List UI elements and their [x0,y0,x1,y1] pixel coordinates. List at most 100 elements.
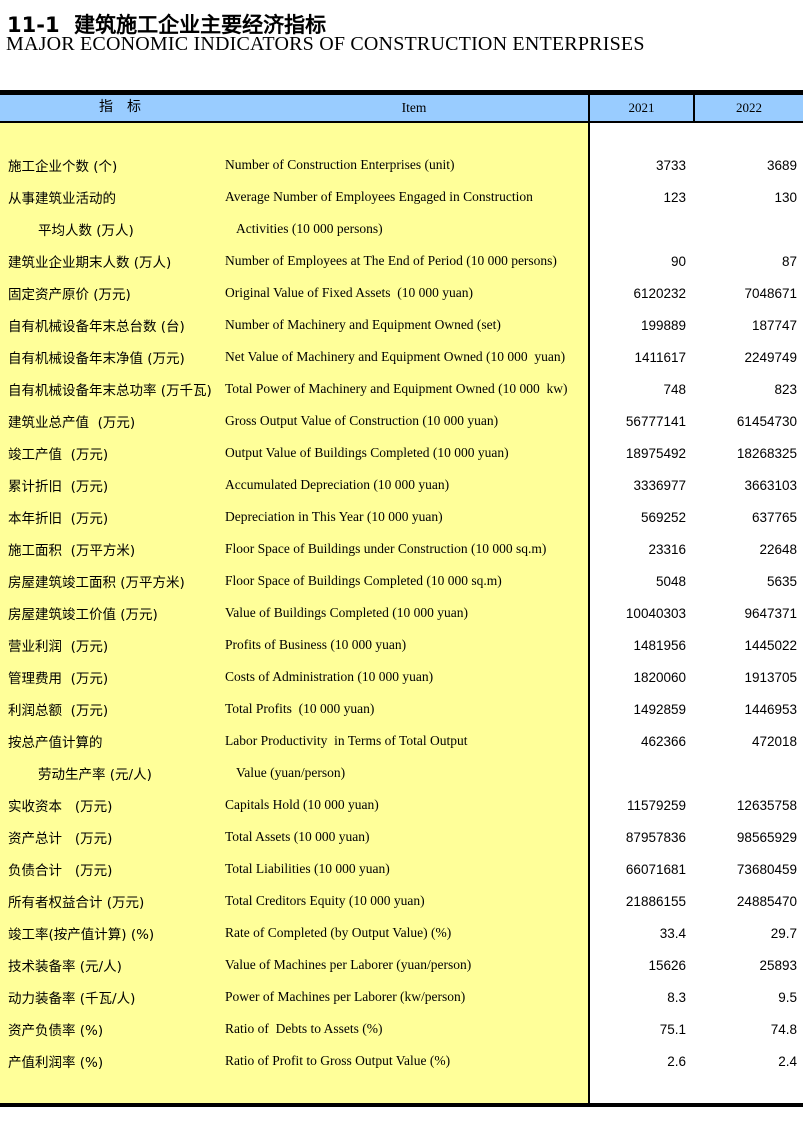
indicator-name-en: Total Profits (10 000 yuan) [225,701,375,716]
value-2022: 29.7 [770,925,797,941]
table-body: 施工企业个数 (个) Number of Construction Enterpr… [0,123,803,1103]
value-2022: 24885470 [736,893,797,909]
table-row: 技术装备率 (元/人) Value of Machines per Laborer… [0,949,803,981]
indicator-name-zh: 房屋建筑竣工面积 (万平方米) [8,575,185,591]
value-2022: 2.4 [778,1053,797,1069]
page-title-en: MAJOR ECONOMIC INDICATORS OF CONSTRUCTIO… [6,33,645,55]
value-2021: 1411617 [634,349,686,365]
value-2022: 1446953 [744,701,797,717]
indicator-name-zh: 施工面积 (万平方米) [8,543,136,559]
indicator-name-zh: 房屋建筑竣工价值 (万元) [8,607,158,623]
table-row: 建筑业总产值 (万元) Gross Output Value of Constru… [0,405,803,437]
indicator-name-en: Number of Construction Enterprises (unit… [225,157,455,172]
indicator-name-en: Original Value of Fixed Assets (10 000 y… [225,285,473,300]
indicator-name-zh: 从事建筑业活动的 [8,191,116,207]
indicator-name-en: Depreciation in This Year (10 000 yuan) [225,509,443,524]
value-2022: 22648 [759,541,797,557]
table-row: 固定资产原价 (万元) Original Value of Fixed Asset… [0,277,803,309]
table-row: 竣工率(按产值计算) (%) Rate of Completed (by Outp… [0,917,803,949]
indicator-name-zh: 按总产值计算的 [8,735,103,751]
indicator-name-zh: 资产负债率 (%) [8,1023,104,1039]
header-item: Item [401,100,427,115]
indicator-name-zh: 建筑业企业期末人数 (万人) [8,255,172,271]
table-row: 自有机械设备年末净值 (万元) Net Value of Machinery an… [0,341,803,373]
value-2021: 3336977 [633,477,686,493]
table-row: 建筑业企业期末人数 (万人) Number of Employees at The… [0,245,803,277]
indicator-name-en: Capitals Hold (10 000 yuan) [225,797,379,812]
indicator-name-en: Value of Machines per Laborer (yuan/pers… [225,957,472,972]
indicator-name-en: Floor Space of Buildings Completed (10 0… [225,573,502,588]
indicator-name-zh: 平均人数 (万人) [38,223,134,239]
indicator-name-zh: 累计折旧 (万元) [8,479,109,495]
value-2022: 130 [774,189,797,205]
value-2021: 3733 [655,157,686,173]
page-title-zh: 11-1 建筑施工企业主要经济指标 [7,13,327,37]
table-row: 利润总额 (万元) Total Profits (10 000 yuan) 1492… [0,693,803,725]
value-2021: 90 [670,253,686,269]
table-row: 从事建筑业活动的 Average Number of Employees Enga… [0,181,803,213]
value-2021: 23316 [648,541,686,557]
value-2022: 25893 [759,957,797,973]
value-2022: 472018 [751,733,797,749]
value-2021: 56777141 [625,413,686,429]
table-row: 自有机械设备年末总台数 (台) Number of Machinery and E… [0,309,803,341]
table-row: 累计折旧 (万元) Accumulated Depreciation (10 00… [0,469,803,501]
table-row: 劳动生产率 (元/人) Value (yuan/person) [0,757,803,789]
value-2021: 10040303 [625,605,686,621]
value-2021: 199889 [640,317,686,333]
indicator-name-zh: 利润总额 (万元) [8,703,109,719]
indicator-name-en: Net Value of Machinery and Equipment Own… [225,349,566,364]
header-indicator-zh: 指 标 [99,100,141,115]
value-2022: 187747 [751,317,797,333]
indicator-name-zh: 自有机械设备年末总台数 (台) [8,319,185,335]
table-row: 本年折旧 (万元) Depreciation in This Year (10 0… [0,501,803,533]
indicator-name-zh: 劳动生产率 (元/人) [38,767,152,783]
indicator-name-en: Rate of Completed (by Output Value) (%) [225,925,452,940]
indicator-name-en: Floor Space of Buildings under Construct… [225,541,547,556]
value-2021: 1492859 [633,701,686,717]
indicator-name-en: Total Assets (10 000 yuan) [225,829,370,844]
table-row: 负债合计 (万元) Total Liabilities (10 000 yuan)… [0,853,803,885]
indicator-name-zh: 竣工率(按产值计算) (%) [8,927,155,943]
indicator-name-zh: 所有者权益合计 (万元) [8,895,145,911]
value-2022: 73680459 [736,861,797,877]
indicator-name-en: Value of Buildings Completed (10 000 yua… [225,605,468,620]
table-row: 竣工产值 (万元) Output Value of Buildings Compl… [0,437,803,469]
table-row: 资产总计 (万元) Total Assets (10 000 yuan) 87957… [0,821,803,853]
indicator-name-en: Activities (10 000 persons) [236,221,383,236]
value-2022: 74.8 [770,1021,797,1037]
indicator-name-en: Ratio of Debts to Assets (%) [225,1021,383,1036]
indicator-name-zh: 实收资本 (万元) [8,799,113,815]
value-2021: 33.4 [659,925,686,941]
indicator-name-en: Gross Output Value of Construction (10 0… [225,413,499,428]
indicator-name-zh: 自有机械设备年末总功率 (万千瓦) [8,383,212,399]
table-row: 资产负债率 (%) Ratio of Debts to Assets (%) 75.… [0,1013,803,1045]
indicator-name-zh: 技术装备率 (元/人) [8,959,122,975]
indicator-name-zh: 施工企业个数 (个) [8,159,118,175]
value-2022: 12635758 [736,797,797,813]
value-2021: 748 [663,381,686,397]
value-2022: 2249749 [744,349,797,365]
value-2021: 87957836 [625,829,686,845]
table-row: 实收资本 (万元) Capitals Hold (10 000 yuan) 1157… [0,789,803,821]
value-2021: 123 [663,189,686,205]
value-2021: 21886155 [625,893,686,909]
indicator-name-en: Costs of Administration (10 000 yuan) [225,669,434,684]
table-row: 平均人数 (万人) Activities (10 000 persons) [0,213,803,245]
indicator-name-zh: 固定资产原价 (万元) [8,287,131,303]
value-2021: 66071681 [625,861,686,877]
value-2022: 18268325 [736,445,797,461]
table-row: 施工企业个数 (个) Number of Construction Enterpr… [0,149,803,181]
indicator-name-zh: 营业利润 (万元) [8,639,109,655]
table-row: 按总产值计算的 Labor Productivity in Terms of To… [0,725,803,757]
value-2022: 9647371 [744,605,797,621]
indicator-name-en: Value (yuan/person) [236,765,346,780]
table-header-row: 指 标 Item 2021 2022 [0,95,803,123]
indicator-name-en: Accumulated Depreciation (10 000 yuan) [225,477,450,492]
value-2021: 5048 [655,573,686,589]
value-2022: 3689 [766,157,797,173]
value-2021: 8.3 [667,989,686,1005]
indicator-name-en: Total Creditors Equity (10 000 yuan) [225,893,425,908]
value-2021: 2.6 [667,1053,686,1069]
